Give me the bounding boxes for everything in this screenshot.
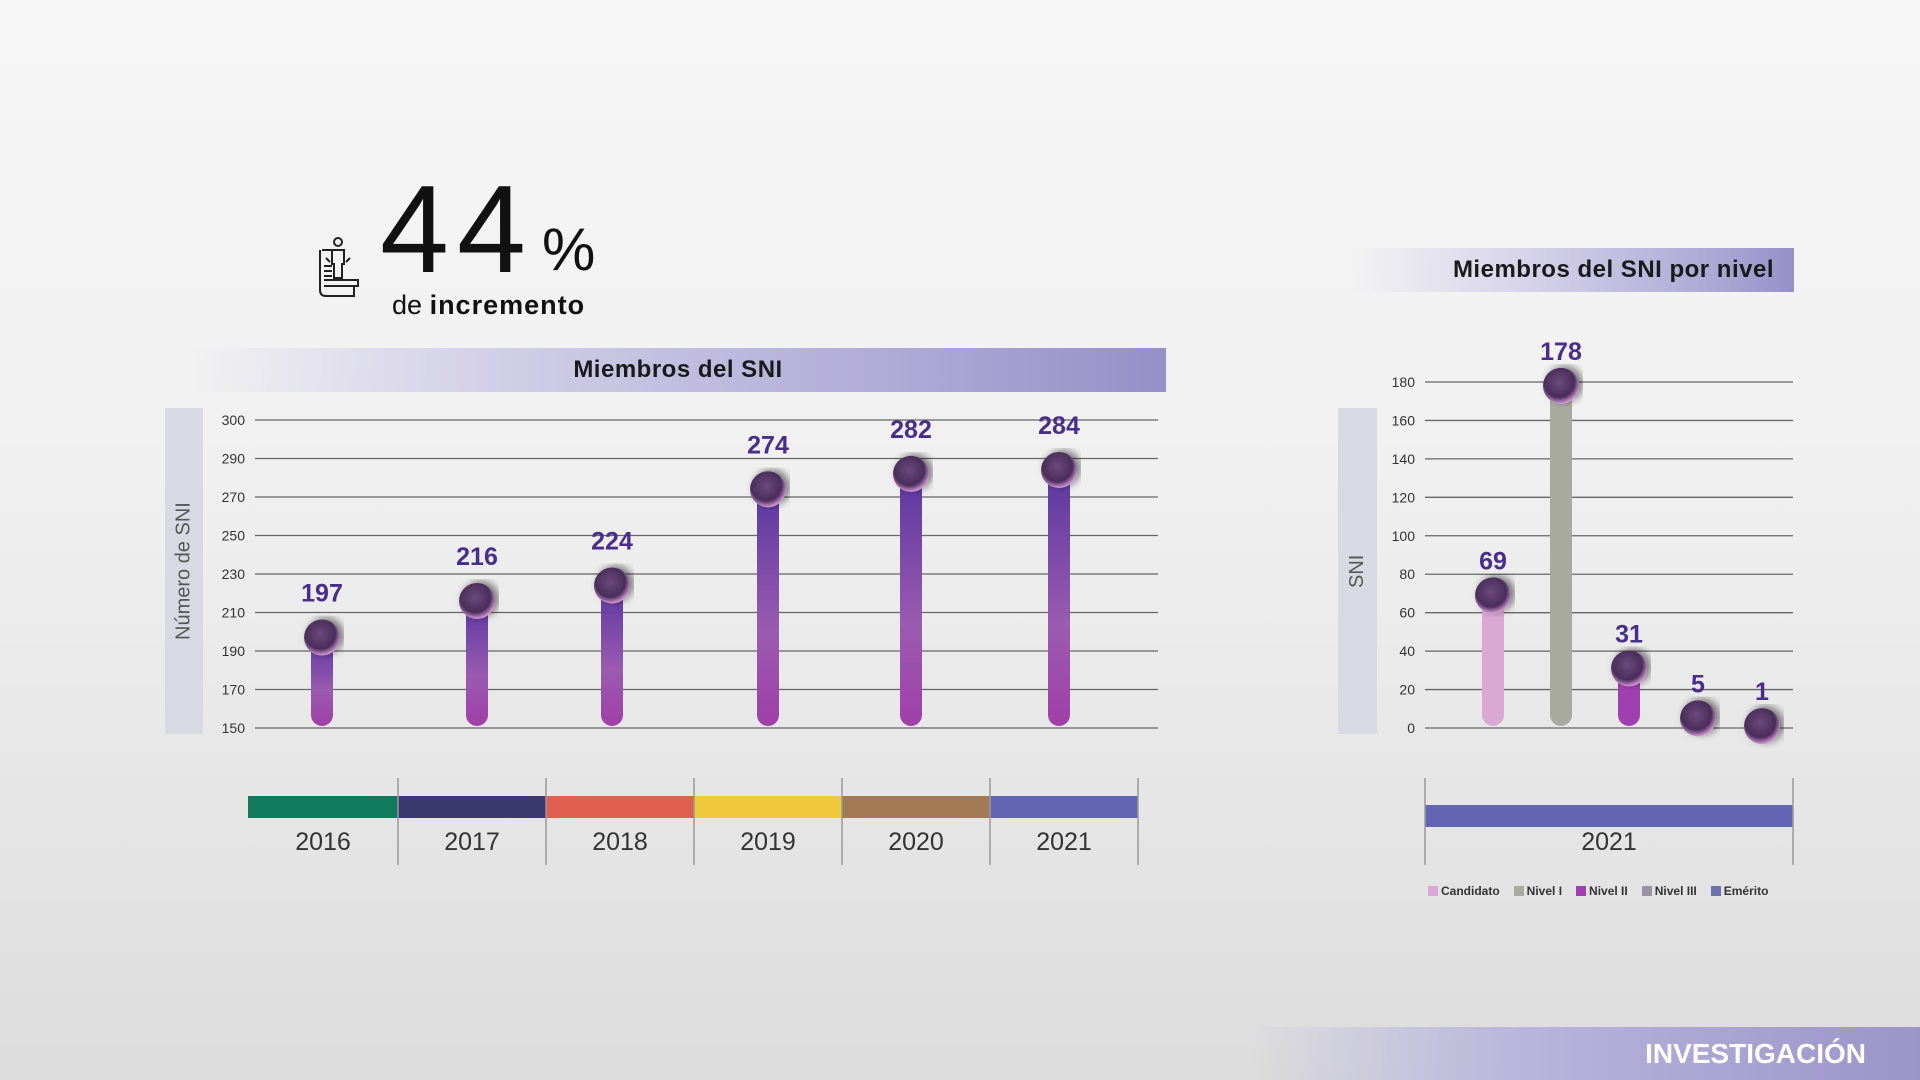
y-tick-label: 140 bbox=[1392, 451, 1416, 467]
y-tick-label: 40 bbox=[1399, 643, 1415, 659]
y-tick-label: 210 bbox=[222, 605, 246, 621]
y-tick-label: 300 bbox=[222, 412, 246, 428]
bar-Nivel I bbox=[1550, 385, 1572, 726]
year-label: 2021 bbox=[1036, 828, 1092, 856]
increment-unit: % bbox=[541, 216, 596, 283]
y-tick-label: 270 bbox=[222, 489, 246, 505]
section-footer: INVESTIGACIÓN bbox=[1250, 1027, 1920, 1080]
y-tick-label: 80 bbox=[1399, 566, 1415, 582]
chart2-title: Miembros del SNI por nivel bbox=[1350, 248, 1794, 292]
legend-swatch bbox=[1576, 886, 1587, 896]
bar-cap bbox=[459, 582, 495, 619]
caption-emphasis: incremento bbox=[429, 290, 586, 320]
data-label: 1 bbox=[1755, 678, 1769, 706]
year-band-2020 bbox=[842, 796, 990, 818]
data-label: 197 bbox=[301, 580, 343, 608]
data-label: 284 bbox=[1038, 412, 1080, 440]
chart1-title: Miembros del SNI bbox=[190, 348, 1166, 392]
bar-cap bbox=[893, 455, 929, 492]
year-band-2021 bbox=[1425, 805, 1793, 827]
year-band-2017 bbox=[398, 796, 546, 818]
year-label: 2019 bbox=[740, 828, 796, 856]
data-label: 216 bbox=[456, 543, 498, 571]
y-tick-label: 150 bbox=[222, 720, 246, 736]
y-tick-label: 120 bbox=[1392, 489, 1416, 505]
increment-row: 44 % bbox=[380, 161, 596, 299]
increment-value: 44 bbox=[380, 161, 534, 299]
legend-label: Nivel II bbox=[1589, 884, 1628, 898]
data-label: 224 bbox=[591, 528, 633, 556]
legend-item: Nivel III bbox=[1641, 884, 1697, 898]
y-tick-label: 250 bbox=[222, 528, 246, 544]
year-band-2021 bbox=[990, 796, 1138, 818]
legend-item: Nivel II bbox=[1576, 884, 1628, 898]
bar-2020 bbox=[900, 473, 922, 726]
legend-swatch bbox=[1428, 886, 1438, 896]
bar-2016 bbox=[311, 637, 333, 726]
increment-caption: de incremento bbox=[392, 290, 585, 320]
legend-label: Emérito bbox=[1723, 884, 1769, 898]
bar-2017 bbox=[466, 600, 488, 726]
y-tick-label: 290 bbox=[222, 451, 246, 467]
y-tick-label: 0 bbox=[1407, 720, 1415, 736]
data-label: 274 bbox=[747, 431, 789, 459]
caption-prefix: de bbox=[392, 290, 423, 320]
data-label: 69 bbox=[1479, 547, 1507, 575]
year-band-2018 bbox=[546, 796, 694, 818]
data-label: 178 bbox=[1540, 338, 1582, 366]
bar-Candidato bbox=[1482, 595, 1504, 726]
y-tick-label: 160 bbox=[1392, 412, 1416, 428]
bar-cap bbox=[594, 567, 630, 604]
legend-label: Nivel I bbox=[1526, 884, 1563, 898]
researcher-document-icon bbox=[319, 237, 359, 297]
bar-cap bbox=[750, 471, 786, 508]
y-tick-label: 100 bbox=[1392, 528, 1416, 544]
bar-cap bbox=[1543, 367, 1579, 404]
bar-cap bbox=[1475, 577, 1511, 614]
bar-cap bbox=[1744, 708, 1780, 745]
bar-cap bbox=[1611, 650, 1647, 687]
year-band-2019 bbox=[694, 796, 842, 818]
legend-swatch bbox=[1641, 886, 1652, 896]
year-label: 2016 bbox=[295, 828, 351, 856]
bar-cap bbox=[1041, 452, 1077, 489]
legend-item: Candidato bbox=[1428, 884, 1500, 898]
legend-label: Nivel III bbox=[1654, 884, 1697, 898]
data-label: 31 bbox=[1615, 620, 1643, 648]
y-tick-label: 190 bbox=[222, 643, 246, 659]
year-label: 2018 bbox=[592, 828, 648, 856]
data-label: 5 bbox=[1691, 670, 1705, 698]
bar-2021 bbox=[1048, 470, 1070, 726]
legend-label: Candidato bbox=[1441, 884, 1500, 898]
legend-item: Emérito bbox=[1710, 884, 1769, 898]
y-tick-label: 180 bbox=[1392, 374, 1416, 390]
year-label: 2021 bbox=[1581, 828, 1637, 856]
y-tick-label: 20 bbox=[1399, 682, 1415, 698]
year-band-2016 bbox=[248, 796, 398, 818]
bar-cap bbox=[1680, 700, 1716, 737]
y-tick-label: 230 bbox=[222, 566, 246, 582]
data-label: 282 bbox=[890, 416, 932, 444]
increment-headline: 44 % de incremento bbox=[380, 161, 596, 320]
year-label: 2020 bbox=[888, 828, 944, 856]
chart2-legend: Candidato Nivel I Nivel II Nivel III Emérito bbox=[1428, 884, 1768, 898]
bar-cap bbox=[304, 619, 340, 656]
legend-item: Nivel I bbox=[1513, 884, 1563, 898]
y-tick-label: 60 bbox=[1399, 605, 1415, 621]
y-tick-label: 170 bbox=[222, 682, 246, 698]
legend-swatch bbox=[1513, 886, 1524, 896]
year-label: 2017 bbox=[444, 828, 500, 856]
bar-2018 bbox=[601, 585, 623, 726]
legend-swatch bbox=[1710, 886, 1721, 896]
section-label: INVESTIGACIÓN bbox=[1645, 1037, 1866, 1069]
bar-2019 bbox=[757, 489, 779, 726]
